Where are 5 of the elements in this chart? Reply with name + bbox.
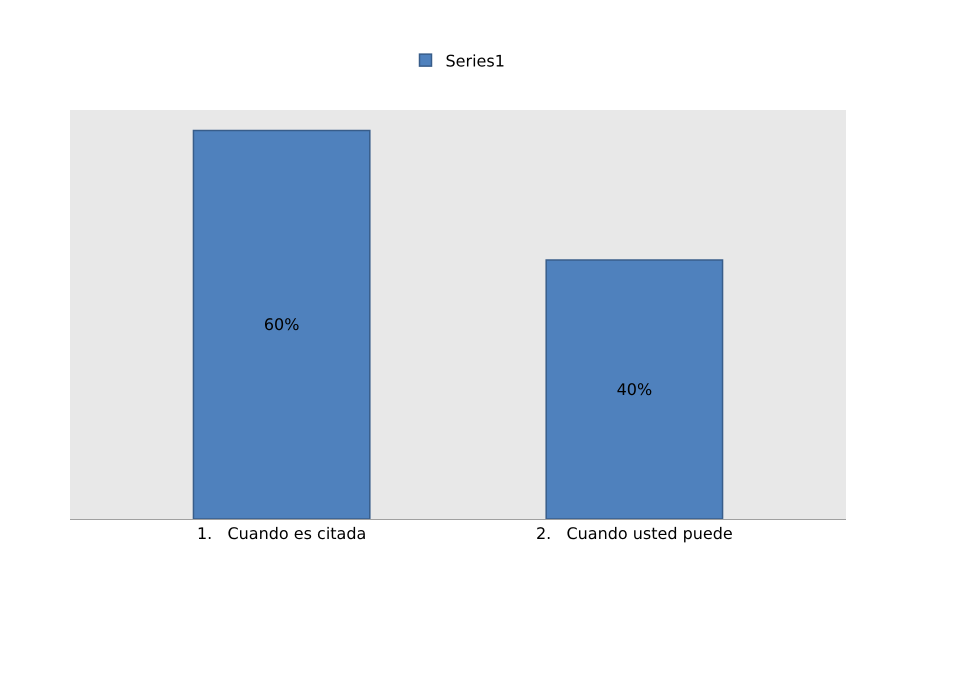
x-tick-label: 1. Cuando es citada bbox=[196, 524, 366, 544]
data-label: 60% bbox=[264, 315, 300, 334]
legend-label: Series1 bbox=[446, 51, 505, 70]
x-tick-label: 2. Cuando usted puede bbox=[536, 524, 733, 544]
data-label: 40% bbox=[616, 380, 652, 399]
